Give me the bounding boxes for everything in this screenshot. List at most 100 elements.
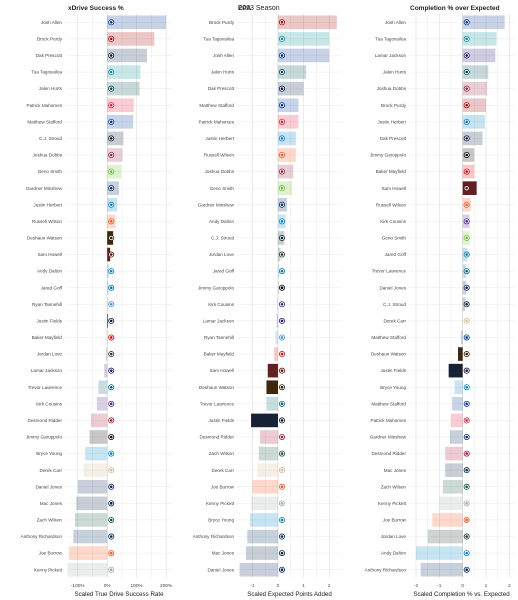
player-name: Trevor Lawrence: [372, 269, 407, 274]
bar: [277, 297, 279, 312]
team-logo-dot: [109, 468, 113, 472]
team-logo-dot: [465, 485, 468, 489]
team-logo-dot: [465, 302, 468, 306]
bar: [107, 115, 134, 129]
bar: [67, 562, 108, 577]
player-name: Daniel Jones: [379, 285, 406, 290]
player-name: Zach Wilson: [381, 484, 407, 489]
player-name: Zach Wilson: [209, 451, 235, 456]
tick-label: 2: [328, 583, 331, 589]
team-logo-dot: [280, 485, 284, 489]
bar: [96, 397, 108, 411]
bar: [258, 446, 278, 461]
player-name: Jordan Love: [37, 352, 63, 357]
team-logo-dot: [280, 319, 284, 323]
player-name: Jalen Hurts: [211, 70, 235, 75]
bar: [249, 513, 278, 527]
team-logo-dot: [109, 502, 113, 505]
bar: [74, 513, 108, 527]
team-logo-dot: [465, 186, 468, 190]
team-logo-dot: [465, 502, 468, 505]
player-name: Lamar Jackson: [375, 53, 407, 58]
team-logo-dot: [109, 170, 113, 173]
player-name: Tua Tagovailoa: [31, 70, 62, 75]
team-logo-dot: [465, 385, 468, 389]
bar: [107, 314, 108, 328]
player-name: Justin Herbert: [33, 202, 62, 207]
team-logo-dot: [465, 336, 468, 339]
player-name: Ryan Tannehill: [32, 302, 62, 307]
team-logo-dot: [109, 485, 113, 489]
x-axis-label: Scaled Completion % vs. Expected: [413, 591, 510, 598]
team-logo-dot: [109, 186, 113, 190]
team-logo-dot: [465, 137, 468, 140]
bar: [448, 363, 463, 378]
team-logo-dot: [280, 435, 284, 439]
bar: [106, 330, 108, 345]
bar: [107, 264, 109, 278]
bar: [462, 115, 485, 129]
player-name: Andy Dalton: [37, 269, 62, 274]
player-name: Mac Jones: [384, 468, 407, 473]
player-name: Daniel Jones: [35, 484, 62, 489]
team-logo-dot: [280, 518, 284, 522]
bar: [98, 380, 108, 395]
bar: [266, 380, 278, 395]
chart-title: Completion % over Expected: [410, 5, 500, 12]
player-name: Geno Smith: [382, 236, 407, 241]
player-name: Brock Purdy: [381, 103, 407, 108]
player-name: Sam Howell: [37, 252, 62, 257]
team-logo-dot: [465, 535, 468, 538]
player-name: Lamar Jackson: [203, 318, 235, 323]
player-name: Jalen Hurts: [39, 86, 63, 91]
team-logo-dot: [280, 568, 284, 572]
team-logo-dot: [280, 402, 284, 406]
player-name: Jalen Hurts: [383, 70, 407, 75]
team-logo-dot: [109, 419, 113, 422]
team-logo-dot: [280, 87, 284, 90]
team-logo-dot: [465, 54, 468, 57]
tick-label: 1: [302, 583, 305, 589]
team-logo-dot: [280, 203, 284, 207]
team-logo-dot: [109, 269, 113, 273]
team-logo-dot: [465, 468, 468, 472]
bar: [277, 48, 330, 63]
team-logo-dot: [465, 568, 468, 572]
bar: [73, 529, 108, 544]
player-name: Kenny Pickett: [378, 501, 407, 506]
team-logo-dot: [280, 170, 284, 173]
team-logo-dot: [109, 518, 113, 522]
team-logo-dot: [465, 170, 468, 173]
tick-label: -1: [250, 583, 255, 589]
team-logo-dot: [280, 186, 284, 190]
team-logo-dot: [280, 220, 284, 223]
bar: [462, 81, 488, 96]
team-logo-dot: [109, 352, 113, 356]
player-name: Dak Prescott: [36, 53, 63, 58]
player-name: Joshua Dobbs: [33, 153, 63, 158]
bar: [462, 65, 489, 79]
team-logo-dot: [465, 203, 468, 207]
team-logo-dot: [465, 220, 468, 223]
bar: [104, 363, 108, 378]
player-name: Jimmy Garoppolo: [370, 153, 406, 158]
bar: [251, 496, 278, 511]
bar: [257, 463, 278, 477]
team-logo-dot: [465, 402, 468, 406]
team-logo-dot: [465, 518, 468, 522]
player-name: Baker Mayfield: [376, 169, 407, 174]
player-name: Patrick Mahomes: [27, 103, 63, 108]
team-logo-dot: [280, 502, 284, 505]
team-logo-dot: [280, 103, 284, 107]
team-logo-dot: [465, 103, 468, 107]
bar: [83, 463, 108, 477]
player-name: Matthew Stafford: [371, 335, 406, 340]
player-name: Matthew Stafford: [27, 119, 62, 124]
team-logo-dot: [109, 452, 113, 455]
player-name: Jared Goff: [41, 285, 63, 290]
team-logo-dot: [109, 54, 113, 57]
player-name: Mac Jones: [212, 551, 235, 556]
team-logo-dot: [109, 103, 113, 107]
team-logo-dot: [109, 535, 113, 538]
